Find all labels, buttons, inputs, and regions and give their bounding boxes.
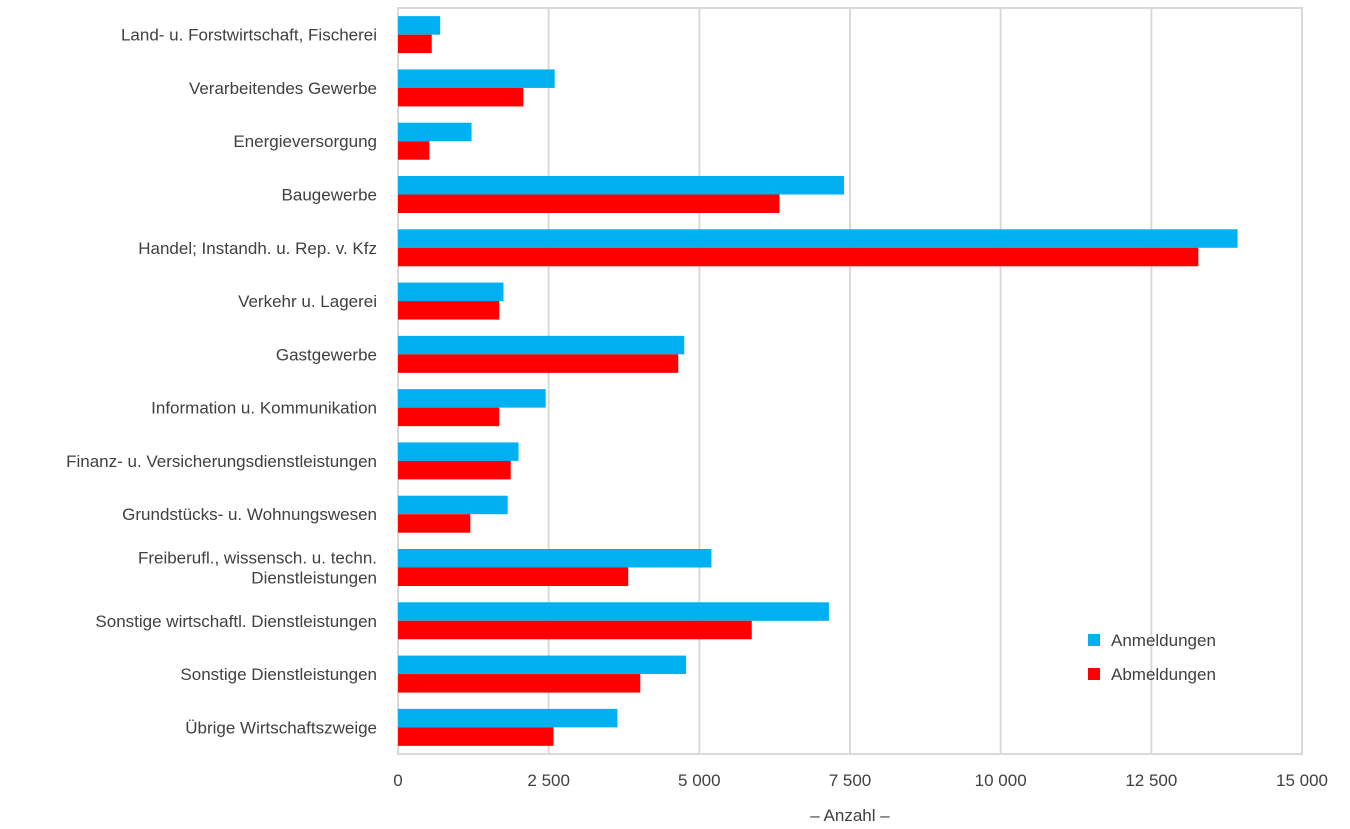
x-tick-labels: 0 2 500 5 000 7 500 10 000 12 500 15 000 (393, 771, 1328, 790)
bar-anmeldungen (398, 389, 546, 408)
bar-abmeldungen (398, 301, 500, 320)
bar-abmeldungen (398, 354, 679, 373)
x-tick-label: 5 000 (678, 771, 721, 790)
x-tick-label: 7 500 (829, 771, 872, 790)
legend-swatch-anmeldungen (1088, 634, 1100, 646)
bar-abmeldungen (398, 460, 511, 480)
bar-anmeldungen (398, 708, 618, 728)
bar-abmeldungen (398, 87, 524, 107)
bar-abmeldungen (398, 514, 471, 533)
bar-anmeldungen (398, 69, 555, 88)
legend-label-anmeldungen: Anmeldungen (1111, 631, 1216, 650)
bar-abmeldungen (398, 727, 554, 746)
category-label: Grundstücks- u. Wohnungswesen (122, 505, 377, 524)
legend-label-abmeldungen: Abmeldungen (1111, 665, 1216, 684)
bar-abmeldungen (398, 34, 432, 54)
legend: Anmeldungen Abmeldungen (1088, 631, 1216, 684)
bar-anmeldungen (398, 122, 472, 142)
bar-anmeldungen (398, 442, 519, 461)
category-label: Freiberufl., wissensch. u. techn. (138, 549, 377, 568)
bar-anmeldungen (398, 549, 712, 568)
category-label: Verarbeitendes Gewerbe (189, 79, 377, 98)
category-label: Energieversorgung (233, 132, 377, 151)
category-label: Handel; Instandh. u. Rep. v. Kfz (138, 239, 377, 258)
category-label: Sonstige Dienstleistungen (180, 665, 377, 684)
bar-abmeldungen (398, 567, 629, 586)
plot-frame (397, 7, 1303, 755)
bar-anmeldungen (398, 602, 829, 621)
category-label: Baugewerbe (282, 186, 377, 205)
category-label: Information u. Kommunikation (151, 399, 377, 418)
x-tick-label: 2 500 (527, 771, 570, 790)
bar-abmeldungen (398, 141, 430, 160)
x-axis-title: – Anzahl – (810, 806, 890, 825)
x-tick-label: 15 000 (1276, 771, 1328, 790)
bar-anmeldungen (398, 495, 508, 515)
bar-anmeldungen (398, 229, 1238, 248)
bar-abmeldungen (398, 674, 641, 693)
bar-abmeldungen (398, 407, 500, 427)
bar-anmeldungen (398, 655, 687, 675)
bar-anmeldungen (398, 282, 504, 302)
x-tick-label: 10 000 (975, 771, 1027, 790)
bar-anmeldungen (398, 176, 844, 195)
bar-abmeldungen (398, 620, 752, 640)
category-label: Dienstleistungen (251, 569, 377, 588)
category-label: Finanz- u. Versicherungsdienstleistungen (66, 452, 377, 471)
x-tick-label: 12 500 (1125, 771, 1177, 790)
category-label: Gastgewerbe (276, 345, 377, 364)
x-tick-label: 0 (393, 771, 402, 790)
category-label: Land- u. Forstwirtschaft, Fischerei (121, 26, 377, 45)
category-label: Übrige Wirtschaftszweige (185, 718, 377, 737)
bar-anmeldungen (398, 16, 441, 35)
legend-swatch-abmeldungen (1088, 668, 1100, 680)
bar-abmeldungen (398, 247, 1199, 267)
bar-abmeldungen (398, 194, 780, 213)
category-label: Verkehr u. Lagerei (238, 292, 377, 311)
category-label: Sonstige wirtschaftl. Dienstleistungen (95, 612, 377, 631)
bar-anmeldungen (398, 335, 685, 355)
bars (398, 16, 1238, 746)
category-labels: Land- u. Forstwirtschaft, Fischerei Verar… (66, 26, 377, 738)
